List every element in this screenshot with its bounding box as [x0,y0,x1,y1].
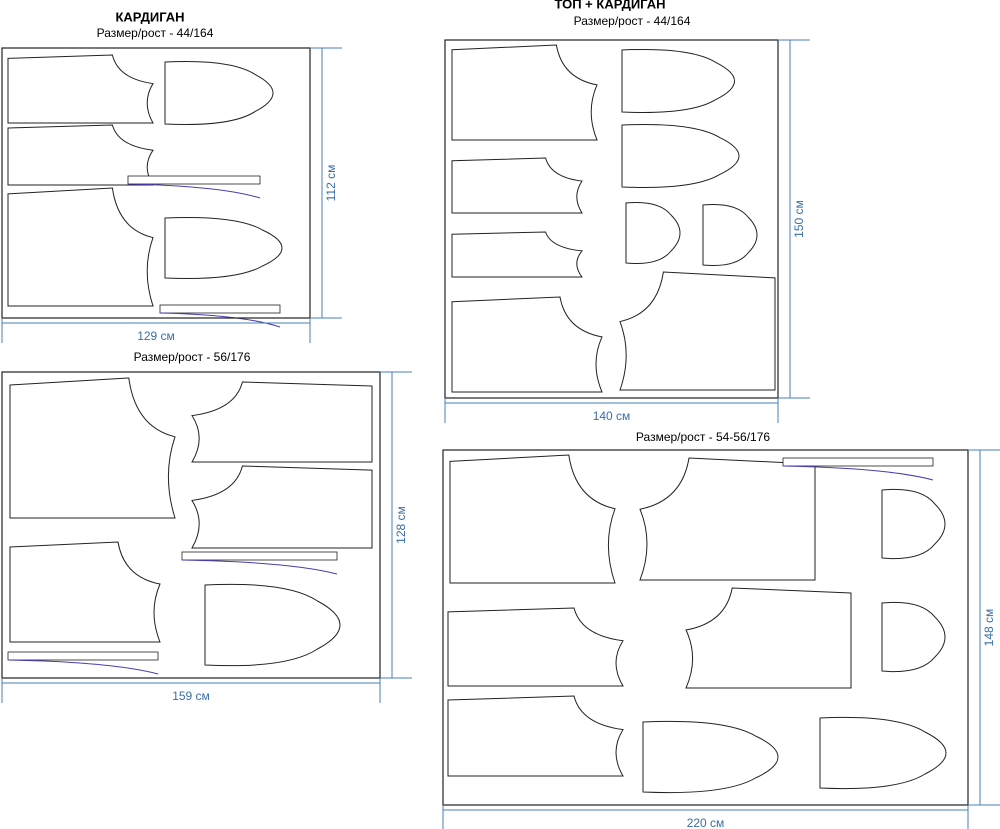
bias-line [7,659,159,675]
binding-strip [127,175,261,185]
sleeve-piece [642,720,779,794]
bodice-piece [191,465,373,549]
layout-size: Размер/рост - 44/164 [97,26,214,40]
bodice-piece [447,695,624,777]
bodice-piece [685,587,852,689]
layout-frame [1,47,311,319]
sleeve-piece [621,123,740,189]
layout-title: КАРДИГАН [115,9,184,24]
layout-frame [444,39,779,399]
layout-size: Размер/рост - 44/164 [574,14,691,28]
width-label: 140 см [593,409,631,423]
bodice-piece [451,231,584,278]
bodice-piece [7,187,154,307]
bodice-piece [619,271,776,391]
sleeve-piece [881,488,946,560]
bodice-piece [9,377,176,519]
bias-line [782,465,934,481]
layout-frame [1,371,381,679]
sleeve-piece [164,61,274,125]
sleeve-piece [621,49,735,113]
sleeve-piece [819,716,947,790]
bodice-piece [451,44,598,141]
bodice-piece [191,381,373,463]
bodice-piece [9,541,161,643]
bodice-piece [449,454,616,584]
sleeve-piece [164,217,283,279]
bodice-piece [451,296,603,393]
binding-strip [782,457,934,467]
sleeve-piece [881,601,946,673]
height-label: 150 см [792,200,806,238]
sleeve-piece [702,204,758,266]
bodice-piece [451,157,583,214]
bodice-piece [639,457,816,581]
layout-frame [442,449,969,806]
width-label: 159 см [172,689,210,703]
width-label: 129 см [137,329,175,343]
layout-size: Размер/рост - 56/176 [134,350,251,364]
sleeve-piece [204,583,341,667]
sleeve-piece [625,202,681,264]
layout-size: Размер/рост - 54-56/176 [636,430,770,444]
height-label: 112 см [324,165,338,202]
binding-strip [181,551,338,561]
bodice-piece [447,607,624,687]
bias-line [159,312,281,328]
height-label: 128 см [394,506,408,544]
binding-strip [7,651,159,661]
height-label: 148 см [982,609,996,647]
binding-strip [159,304,281,314]
width-label: 220 см [687,816,725,829]
pattern-pieces [7,44,947,794]
bodice-piece [7,54,154,124]
layout-title: ТОП + КАРДИГАН [555,0,666,11]
bias-line [181,559,338,575]
bias-line [127,183,261,199]
